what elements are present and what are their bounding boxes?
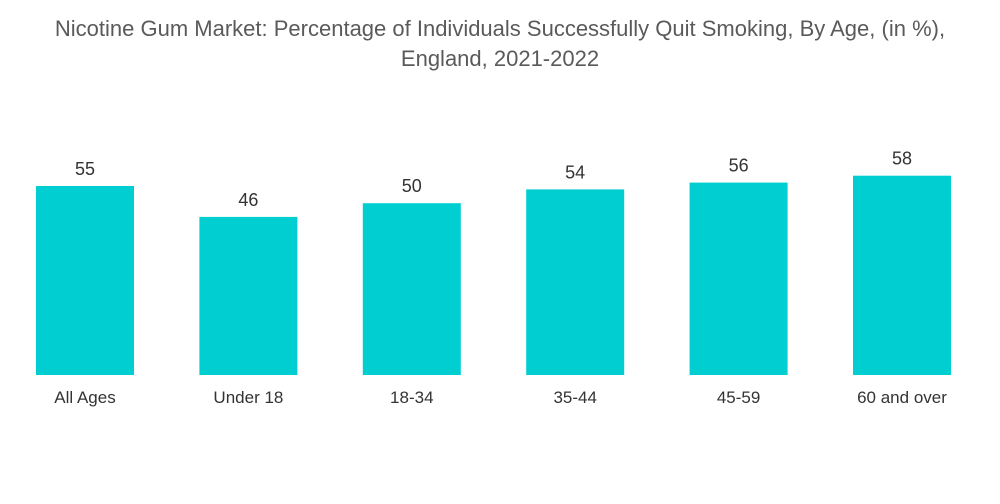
data-label: 46 [238, 190, 258, 210]
data-label: 50 [402, 176, 422, 196]
chart-title-line-1: Nicotine Gum Market: Percentage of Indiv… [54, 16, 946, 41]
category-label: 45-59 [717, 388, 760, 407]
chart-title-line-2: England, 2021-2022 [400, 46, 600, 71]
category-label: 60 and over [857, 388, 947, 407]
bar-all-ages [36, 186, 134, 375]
category-label: 18-34 [390, 388, 433, 407]
data-label: 56 [729, 156, 749, 176]
bar-60-and-over [853, 175, 951, 375]
category-label: 35-44 [553, 388, 596, 407]
data-label: 58 [892, 149, 912, 169]
bar-under-18 [199, 216, 298, 375]
bar-18-34 [362, 203, 461, 375]
data-label: 55 [75, 159, 95, 179]
bar-35-44 [526, 189, 625, 375]
category-label: Under 18 [213, 388, 283, 407]
data-label: 54 [565, 162, 585, 182]
chart-title: Nicotine Gum Market: Percentage of Indiv… [0, 14, 1000, 74]
bar-45-59 [689, 182, 788, 375]
category-label: All Ages [54, 388, 115, 407]
